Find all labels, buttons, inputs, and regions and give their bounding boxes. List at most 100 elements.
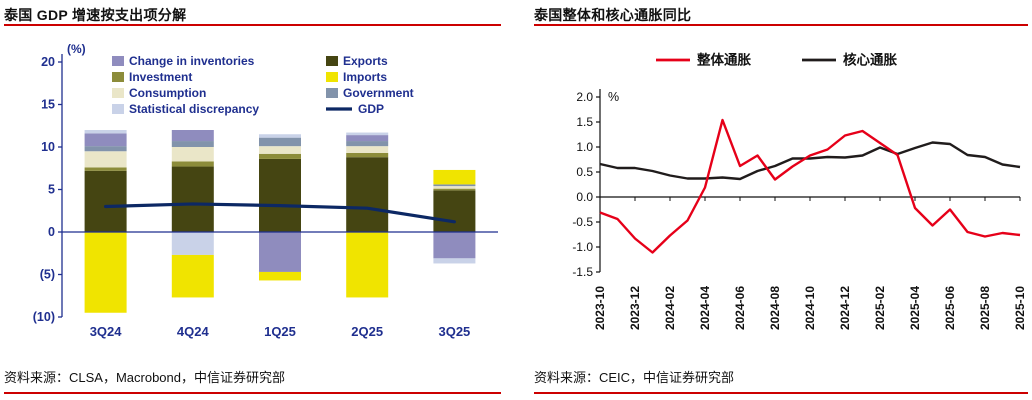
bar-segment: [84, 167, 127, 171]
x-date-label: 2024-12: [838, 286, 852, 330]
x-date-label: 2025-06: [943, 286, 957, 330]
bar-segment: [84, 130, 127, 134]
x-date-label: 2023-10: [593, 286, 607, 330]
legend-swatch: [112, 88, 124, 98]
right-y-axis: 2.0 1.5 1.0 0.5 0.0 -0.5 -1.0 -1.5%: [572, 89, 619, 279]
bar-segment: [346, 152, 389, 158]
x-date-label: 2024-04: [698, 286, 712, 330]
x-date-label: 2024-08: [768, 286, 782, 330]
legend-label: Consumption: [129, 86, 206, 100]
bar-segment: [346, 132, 389, 136]
gdp-line: [103, 202, 456, 224]
core-inflation-line: [599, 141, 1021, 181]
bar-segment: [346, 135, 389, 142]
bar-segment: [433, 190, 476, 232]
legend-label: Government: [343, 86, 414, 100]
x-category-label: 2Q25: [351, 324, 383, 339]
headline-inflation-line: [599, 118, 1021, 254]
legend-label: Imports: [343, 70, 387, 84]
svg-text:0.5: 0.5: [576, 165, 593, 179]
bar-segment: [433, 232, 476, 259]
x-date-label: 2025-10: [1013, 286, 1027, 330]
svg-text:0: 0: [48, 225, 55, 239]
bar-segment: [346, 141, 389, 147]
svg-text:0.0: 0.0: [576, 190, 593, 204]
bar-segment: [171, 147, 214, 162]
x-axis-labels: 2023-10 2023-12 2024-02 2024-04 2024-06 2024-…: [593, 197, 1027, 330]
svg-text:1.5: 1.5: [576, 115, 593, 129]
right-title-rule: [534, 24, 1028, 26]
x-date-label: 2023-12: [628, 286, 642, 330]
bar-segment: [259, 271, 301, 281]
svg-text:(5): (5): [40, 268, 55, 282]
svg-text:-1.0: -1.0: [572, 240, 593, 254]
x-category-label: 3Q24: [90, 324, 123, 339]
legend-swatch: [112, 72, 124, 82]
svg-text:-1.5: -1.5: [572, 265, 593, 279]
left-bottom-rule: [4, 392, 501, 394]
bar-segment: [84, 151, 127, 168]
right-chart-title: 泰国整体和核心通胀同比: [534, 7, 692, 23]
bar-segment: [84, 133, 127, 147]
right-legend: 整体通胀 核心通胀: [656, 52, 897, 68]
legend-label: Statistical discrepancy: [129, 102, 259, 116]
svg-text:2.0: 2.0: [576, 90, 593, 104]
legend-swatch: [112, 56, 124, 66]
bar-segment: [171, 166, 214, 232]
bar-segment: [259, 137, 301, 147]
inflation-panel: 泰国整体和核心通胀同比 2.0 1.5 1.0 0.5 0.0 -0.5 -1.0 -1.5%…: [534, 0, 1028, 400]
svg-text:%: %: [608, 90, 619, 104]
stacked-bars: [84, 130, 476, 313]
left-source-note: 资料来源：CLSA，Macrobond，中信证券研究部: [4, 370, 285, 385]
right-source-note: 资料来源：CEIC，中信证券研究部: [534, 370, 735, 385]
bar-segment: [346, 232, 389, 298]
bar-segment: [171, 130, 214, 142]
bar-segment: [84, 170, 127, 232]
x-category-label: 3Q25: [438, 324, 470, 339]
bar-segment: [259, 158, 301, 232]
svg-text:(%): (%): [67, 42, 86, 56]
x-date-label: 2025-04: [908, 286, 922, 330]
left-y-axis: 20 15 10 5 0 (5) (10) (%): [33, 42, 86, 324]
legend-label: GDP: [358, 102, 384, 116]
gdp-decomposition-panel: 泰国 GDP 增速按支出项分解 20 15 10 5 0 (5) (10) (%) 3Q24 4Q…: [4, 0, 501, 400]
legend-swatch: [112, 104, 124, 114]
legend-label: Change in inventories: [129, 54, 255, 68]
bar-segment: [433, 188, 476, 191]
bar-segment: [259, 232, 301, 272]
x-date-label: 2025-08: [978, 286, 992, 330]
bar-segment: [433, 184, 476, 187]
bar-segment: [171, 141, 214, 147]
left-legend: Change in inventories Investment Consumpti…: [112, 54, 414, 116]
svg-text:1.0: 1.0: [576, 140, 593, 154]
x-date-label: 2024-10: [803, 286, 817, 330]
legend-swatch: [326, 88, 338, 98]
legend-swatch: [326, 72, 338, 82]
inflation-line-chart: 2.01.51.00.50.0-0.5-1.0-1.5%2023-10 2023-…: [572, 52, 1027, 331]
legend-label: 整体通胀: [697, 52, 751, 68]
bar-segment: [433, 186, 476, 189]
x-date-label: 2024-06: [733, 286, 747, 330]
legend-label: Investment: [129, 70, 192, 84]
bar-segment: [171, 254, 214, 298]
bar-segment: [346, 146, 389, 153]
bar-segment: [433, 258, 476, 264]
left-chart-title: 泰国 GDP 增速按支出项分解: [4, 7, 187, 23]
bar-segment: [259, 146, 301, 154]
right-bottom-rule: [534, 392, 1028, 394]
bar-segment: [171, 232, 214, 255]
inflation-lines: [599, 118, 1021, 254]
svg-text:5: 5: [48, 183, 55, 197]
legend-swatch: [326, 56, 338, 66]
svg-text:20: 20: [41, 55, 55, 69]
svg-text:-0.5: -0.5: [572, 215, 593, 229]
bar-segment: [171, 161, 214, 167]
gdp-stacked-bar-chart: 20 15 10 5 0 (5) (10) (%) 3Q24 4Q24 1Q25 2Q25 3Q25 Ch…: [33, 42, 498, 339]
bar-segment: [433, 169, 476, 185]
x-category-label: 4Q24: [177, 324, 210, 339]
x-date-label: 2024-02: [663, 286, 677, 330]
legend-label: Exports: [343, 54, 388, 68]
svg-text:(10): (10): [33, 310, 55, 324]
svg-text:10: 10: [41, 140, 55, 154]
bar-segment: [346, 157, 389, 232]
